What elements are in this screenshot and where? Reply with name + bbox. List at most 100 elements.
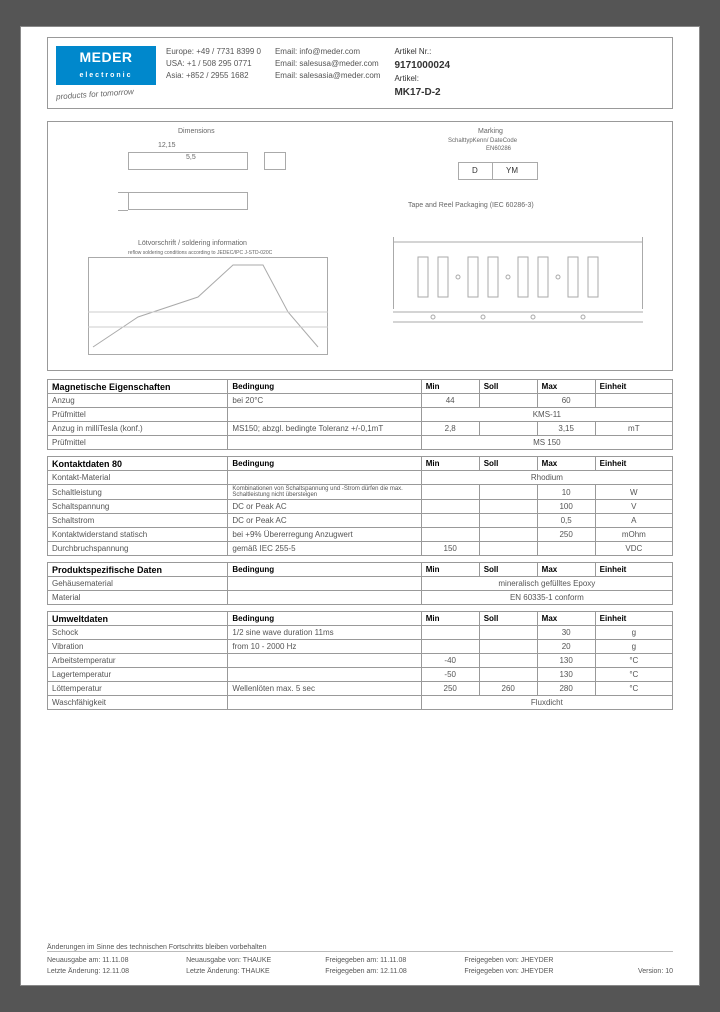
th-soll: Soll	[479, 612, 537, 626]
th-title: Umweltdaten	[48, 612, 228, 626]
cell-span: Fluxdicht	[421, 696, 672, 710]
footer-row-1: Neuausgabe am: 11.11.08 Neuausgabe von: …	[47, 955, 673, 966]
phone-col: Europe: +49 / 7731 8399 0 USA: +1 / 508 …	[166, 46, 261, 100]
cell-min	[421, 626, 479, 640]
cell-cond: 1/2 sine wave duration 11ms	[228, 626, 421, 640]
cell-soll	[479, 422, 537, 436]
cell-span: Rhodium	[421, 471, 672, 485]
cell-max: 10	[537, 485, 595, 500]
cell-name: Schaltstrom	[48, 514, 228, 528]
logo-line2: electronic	[79, 72, 132, 79]
cell-span: EN 60335-1 conform	[421, 591, 672, 605]
table-kontaktdaten-80: Kontaktdaten 80 Bedingung Min Soll Max E…	[47, 456, 673, 556]
f1b: Neuausgabe von: THAUKE	[186, 955, 325, 966]
cell-name: Löttemperatur	[48, 682, 228, 696]
lbl-soldering: Lötvorschrift / soldering information	[138, 240, 247, 247]
cell-min: 150	[421, 542, 479, 556]
th-min: Min	[421, 563, 479, 577]
cell-span: MS 150	[421, 436, 672, 450]
cell-name: Anzug	[48, 394, 228, 408]
logo: MEDER electronic	[56, 46, 156, 85]
cell-max: 100	[537, 500, 595, 514]
footer: Änderungen im Sinne des technischen Fort…	[47, 944, 673, 977]
cell-name: Lagertemperatur	[48, 668, 228, 682]
f2a: Letzte Änderung: 12.11.08	[47, 966, 186, 977]
cell-cond	[228, 591, 421, 605]
table-row: Schaltspannung DC or Peak AC 100 V	[48, 500, 673, 514]
cell-name: Kontaktwiderstand statisch	[48, 528, 228, 542]
cell-unit: °C	[595, 654, 672, 668]
table-row: Vibration from 10 - 2000 Hz 20 g	[48, 640, 673, 654]
th-min: Min	[421, 612, 479, 626]
table-row: Waschfähigkeit Fluxdicht	[48, 696, 673, 710]
lbl-marking-sub2: EN60286	[486, 146, 511, 152]
cell-unit: mT	[595, 422, 672, 436]
cell-unit	[595, 394, 672, 408]
table-row: Lagertemperatur -50 130 °C	[48, 668, 673, 682]
cell-name: Schock	[48, 626, 228, 640]
phone-asia: Asia: +852 / 2955 1682	[166, 70, 261, 82]
email-usa: Email: salesusa@meder.com	[275, 58, 381, 70]
th-cond: Bedingung	[228, 380, 421, 394]
cell-name: Waschfähigkeit	[48, 696, 228, 710]
cell-max: 130	[537, 668, 595, 682]
contact-columns: Europe: +49 / 7731 8399 0 USA: +1 / 508 …	[166, 46, 664, 100]
cell-cond: from 10 - 2000 Hz	[228, 640, 421, 654]
cell-name: Kontakt-Material	[48, 471, 228, 485]
cell-cond	[228, 654, 421, 668]
article-col: Artikel Nr.: 9171000024 Artikel: MK17-D-…	[394, 46, 450, 100]
tables-container: Magnetische Eigenschaften Bedingung Min …	[47, 379, 673, 710]
table-row: Prüfmittel KMS-11	[48, 408, 673, 422]
article-name: MK17-D-2	[394, 87, 440, 98]
soldering-profile-icon	[88, 257, 328, 355]
table-row: Löttemperatur Wellenlöten max. 5 sec 250…	[48, 682, 673, 696]
th-cond: Bedingung	[228, 563, 421, 577]
phone-eu: Europe: +49 / 7731 8399 0	[166, 46, 261, 58]
cell-unit: °C	[595, 668, 672, 682]
cell-cond: DC or Peak AC	[228, 500, 421, 514]
th-max: Max	[537, 612, 595, 626]
cell-cond: DC or Peak AC	[228, 514, 421, 528]
th-max: Max	[537, 457, 595, 471]
th-title: Produktspezifische Daten	[48, 563, 228, 577]
lbl-marking-sub: SchalttypKenn/ DateCode	[448, 138, 517, 144]
cell-soll	[479, 626, 537, 640]
th-min: Min	[421, 380, 479, 394]
cell-min	[421, 485, 479, 500]
cell-min: -40	[421, 654, 479, 668]
th-soll: Soll	[479, 380, 537, 394]
footer-row-2: Letzte Änderung: 12.11.08 Letzte Änderun…	[47, 966, 673, 977]
table-umweltdaten: Umweltdaten Bedingung Min Soll Max Einhe…	[47, 611, 673, 710]
cell-min: 44	[421, 394, 479, 408]
table-row: Kontaktwiderstand statisch bei +9% Übere…	[48, 528, 673, 542]
cell-name: Material	[48, 591, 228, 605]
cell-name: Arbeitstemperatur	[48, 654, 228, 668]
cell-soll	[479, 542, 537, 556]
cell-min	[421, 514, 479, 528]
cell-min	[421, 528, 479, 542]
cell-max: 60	[537, 394, 595, 408]
th-soll: Soll	[479, 457, 537, 471]
cell-cond	[228, 436, 421, 450]
th-unit: Einheit	[595, 612, 672, 626]
cell-name: Prüfmittel	[48, 408, 228, 422]
cell-name: Vibration	[48, 640, 228, 654]
table-row: Anzug in milliTesla (konf.) MS150; abzgl…	[48, 422, 673, 436]
th-cond: Bedingung	[228, 612, 421, 626]
cell-span: KMS-11	[421, 408, 672, 422]
cell-max	[537, 542, 595, 556]
th-title: Kontaktdaten 80	[48, 457, 228, 471]
cell-max: 280	[537, 682, 595, 696]
cell-cond	[228, 577, 421, 591]
lbl-dimensions: Dimensions	[178, 128, 215, 135]
cell-soll: 260	[479, 682, 537, 696]
cell-soll	[479, 500, 537, 514]
lbl-marking: Marking	[478, 128, 503, 135]
lbl-soldering-sub: reflow soldering conditions according to…	[128, 250, 272, 256]
f2e: Version: 10	[603, 966, 673, 977]
phone-usa: USA: +1 / 508 295 0771	[166, 58, 261, 70]
cell-soll	[479, 640, 537, 654]
f1c: Freigegeben am: 11.11.08	[325, 955, 464, 966]
cell-max: 3,15	[537, 422, 595, 436]
cell-unit: g	[595, 640, 672, 654]
